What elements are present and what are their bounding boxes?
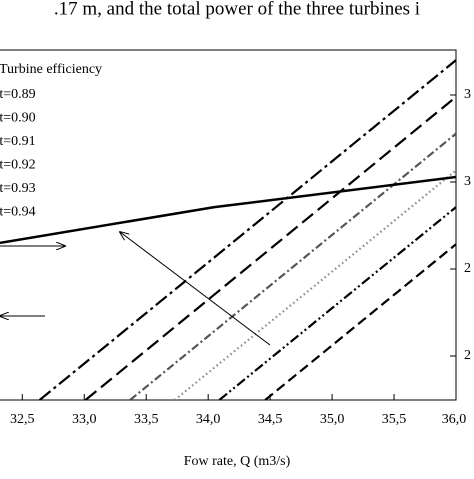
x-axis-label: Fow rate, Q (m3/s) [184, 454, 291, 469]
legend-label: ηt=0.94 [0, 205, 36, 220]
legend-label: ηt=0.91 [0, 134, 36, 149]
y2-tick-label: 3 [464, 87, 471, 102]
plot-frame [0, 49, 457, 401]
x-tick-label: 35,5 [382, 412, 407, 427]
efficiency-line [38, 59, 456, 400]
y2-tick-label: 2 [464, 261, 471, 276]
legend-label: ηt=0.90 [0, 111, 36, 126]
plot-area [0, 59, 456, 400]
legend-label: ηt=0.92 [0, 158, 36, 173]
x-tick-label: 33,0 [72, 412, 97, 427]
y2-tick-label: 3 [464, 174, 471, 189]
x-tick-label: 36,0 [442, 412, 467, 427]
efficiency-line [218, 206, 456, 400]
x-tick-label: 34,5 [258, 412, 283, 427]
efficiency-line [264, 243, 456, 400]
x-tick-label: 35,0 [320, 412, 345, 427]
y2-tick-label: 2 [464, 348, 471, 363]
x-tick-label: 33,5 [134, 412, 159, 427]
page-text: .17 m, and the total power of the three … [54, 0, 420, 19]
x-tick-label: 34,0 [196, 412, 221, 427]
x-tick-label: 32,5 [10, 412, 35, 427]
legend-label: ηt=0.93 [0, 181, 36, 196]
efficiency-line [174, 169, 456, 400]
legend-label: ηt=0.89 [0, 87, 36, 102]
curve [0, 175, 456, 245]
arrow [120, 232, 271, 346]
legend-title: Turbine efficiency [0, 62, 102, 77]
efficiency-line [129, 132, 456, 400]
